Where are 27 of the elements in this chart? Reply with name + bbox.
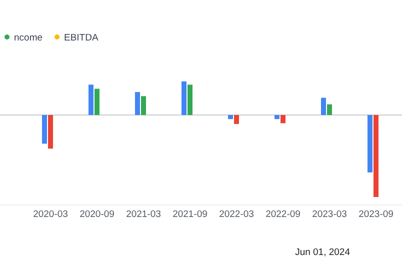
bar [374, 115, 378, 197]
bar [42, 115, 47, 144]
bar [48, 115, 53, 149]
x-tick-label: 2023-03 [312, 209, 347, 220]
bar [228, 115, 233, 120]
x-tick-label: 2021-03 [126, 209, 161, 220]
bar [327, 104, 332, 115]
bar [280, 115, 286, 124]
x-tick-label: 2022-03 [219, 209, 254, 220]
bar [135, 92, 140, 115]
legend-label: EBITDA [64, 32, 99, 44]
bar [188, 84, 192, 115]
bar [88, 84, 94, 115]
bar [141, 96, 146, 115]
legend-label: ncome [14, 32, 43, 44]
bar [234, 115, 239, 124]
x-tick-label: 2021-09 [172, 209, 208, 220]
bar [368, 115, 372, 172]
x-tick-label: 2022-09 [266, 209, 300, 220]
bar [182, 81, 186, 115]
bar [274, 115, 280, 120]
bar [94, 88, 100, 115]
x-tick-label: 2020-03 [33, 209, 68, 220]
x-tick-label: 2020-09 [80, 209, 114, 220]
text: Jun 01, 2024 [295, 247, 350, 258]
bar [321, 98, 326, 115]
x-tick-label: 2023-09 [358, 209, 394, 220]
